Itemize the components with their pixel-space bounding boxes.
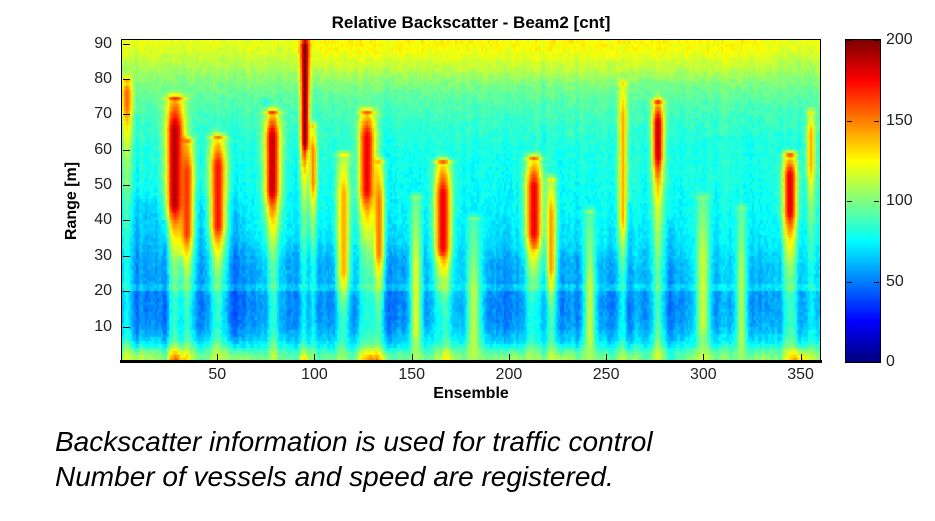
y-tick-mark	[123, 78, 130, 80]
colorbar-tick-label: 0	[886, 353, 895, 370]
x-tick-label: 100	[301, 366, 328, 383]
colorbar-tick-mark-left	[847, 201, 852, 202]
colorbar-tick-label: 200	[886, 31, 913, 48]
x-axis-label: Ensemble	[433, 385, 509, 402]
y-tick-mark	[123, 149, 130, 151]
x-tick-label: 150	[398, 366, 426, 383]
backscatter-figure: Relative Backscatter - Beam2 [cnt] Range…	[63, 13, 913, 402]
x-tick-label: 250	[592, 366, 620, 383]
x-tick-mark	[217, 354, 219, 361]
x-tick-mark	[314, 354, 316, 361]
colorbar-tick-mark-right	[874, 281, 879, 283]
x-tick-label: 350	[787, 366, 814, 383]
y-tick-mark	[123, 291, 130, 293]
colorbar-tick-mark-right	[874, 40, 879, 41]
heatmap-canvas	[122, 40, 820, 362]
y-tick-label: 50	[94, 176, 112, 194]
x-tick-mark	[800, 354, 802, 361]
colorbar-tick-mark-right	[874, 201, 879, 202]
colorbar-tick-mark-left	[847, 281, 852, 283]
colorbar-tick-mark-right	[874, 362, 879, 363]
y-tick-label: 40	[94, 211, 112, 229]
colorbar-tick-label: 50	[886, 272, 904, 290]
x-tick-mark	[703, 354, 705, 361]
plot-title: Relative Backscatter - Beam2 [cnt]	[331, 13, 611, 32]
y-tick-label: 90	[94, 34, 112, 52]
colorbar-tick-mark-left	[847, 362, 852, 363]
figure-caption: Backscatter information is used for traf…	[55, 424, 653, 494]
x-tick-label: 50	[208, 366, 227, 383]
y-tick-label: 30	[94, 246, 112, 264]
x-tick-label: 300	[689, 366, 717, 383]
y-tick-mark	[123, 255, 130, 257]
x-tick-mark	[606, 354, 608, 361]
x-tick-label: 200	[495, 366, 523, 383]
y-tick-mark	[123, 114, 130, 116]
caption-line-1: Backscatter information is used for traf…	[55, 426, 653, 457]
y-tick-label: 10	[94, 317, 112, 335]
y-tick-label: 70	[94, 105, 112, 123]
caption-line-2: Number of vessels and speed are register…	[55, 461, 614, 492]
x-tick-mark	[411, 354, 413, 361]
y-tick-label: 20	[94, 282, 112, 300]
colorbar-tick-label: 150	[886, 111, 913, 129]
colorbar-tick-mark-left	[847, 120, 852, 122]
colorbar-tick-label: 100	[886, 192, 913, 209]
y-tick-label: 80	[94, 69, 112, 87]
colorbar-tick-mark-left	[847, 40, 852, 41]
y-tick-mark	[123, 326, 130, 328]
y-tick-mark	[123, 43, 130, 45]
y-tick-mark	[123, 220, 130, 222]
y-tick-label: 60	[94, 140, 112, 158]
colorbar-tick-mark-right	[874, 120, 879, 122]
y-tick-mark	[123, 185, 130, 187]
x-tick-mark	[508, 354, 510, 361]
x-axis-line	[120, 360, 822, 363]
